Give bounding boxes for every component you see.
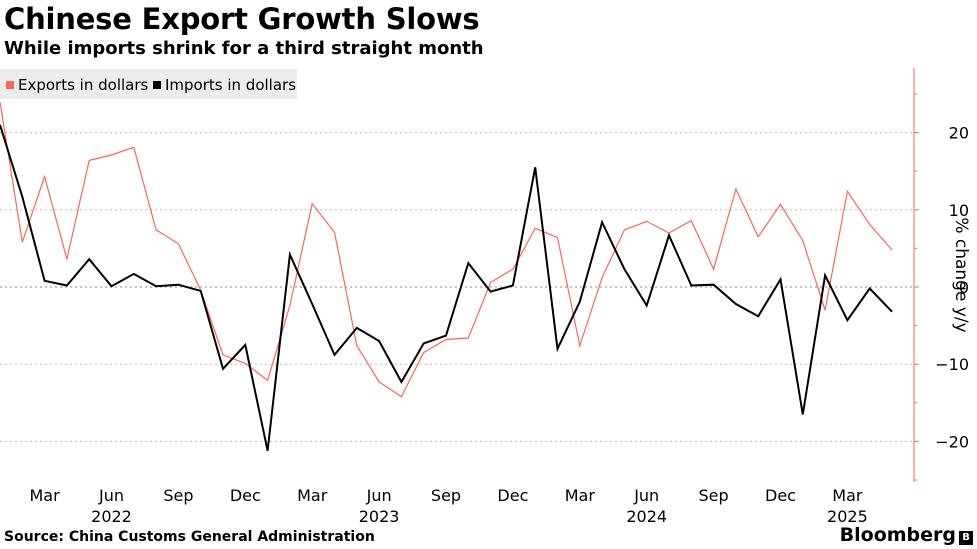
x-tick-label: Mar (565, 486, 596, 505)
y-tick-label: 0 (959, 278, 969, 297)
bloomberg-icon: B (959, 531, 973, 545)
x-tick-label: Dec (230, 486, 261, 505)
x-tick-label: Dec (765, 486, 796, 505)
series-line-exports (0, 101, 893, 398)
x-tick-label: Mar (297, 486, 328, 505)
x-tick-year-label: 2025 (827, 507, 868, 526)
x-tick-label: Sep (163, 486, 193, 505)
legend-label-imports: Imports in dollars (165, 76, 297, 94)
y-tick-label: 20 (949, 124, 969, 143)
chart-title: Chinese Export Growth Slows (4, 2, 480, 36)
legend-swatch-imports (153, 81, 161, 89)
x-tick-label: Jun (366, 486, 392, 505)
x-tick-year-label: 2023 (359, 507, 400, 526)
x-tick-label: Sep (699, 486, 729, 505)
legend-entry-imports: Imports in dollars (153, 76, 296, 94)
x-tick-label: Sep (431, 486, 461, 505)
legend-label-exports: Exports in dollars (18, 76, 149, 94)
source-note: Source: China Customs General Administra… (4, 529, 375, 545)
brand-logo: Bloomberg B (840, 524, 973, 546)
x-tick-label: Jun (633, 486, 659, 505)
legend-entry-exports: Exports in dollars (6, 76, 148, 94)
x-tick-label: Dec (497, 486, 528, 505)
chart-subtitle: While imports shrink for a third straigh… (4, 38, 484, 59)
x-tick-label: Jun (98, 486, 124, 505)
x-tick-label: Mar (832, 486, 863, 505)
x-tick-label: Mar (30, 486, 61, 505)
legend-swatch-exports (6, 81, 14, 89)
y-axis-label: % change y/y (951, 217, 971, 332)
brand-name: Bloomberg (839, 524, 956, 546)
x-tick-year-label: 2022 (91, 507, 132, 526)
y-tick-label: −20 (935, 432, 969, 451)
y-tick-label: −10 (935, 355, 969, 374)
legend: Exports in dollars Imports in dollars (0, 69, 297, 99)
x-tick-year-label: 2024 (626, 507, 667, 526)
series-line-imports (0, 124, 893, 451)
y-tick-label: 10 (949, 201, 969, 220)
